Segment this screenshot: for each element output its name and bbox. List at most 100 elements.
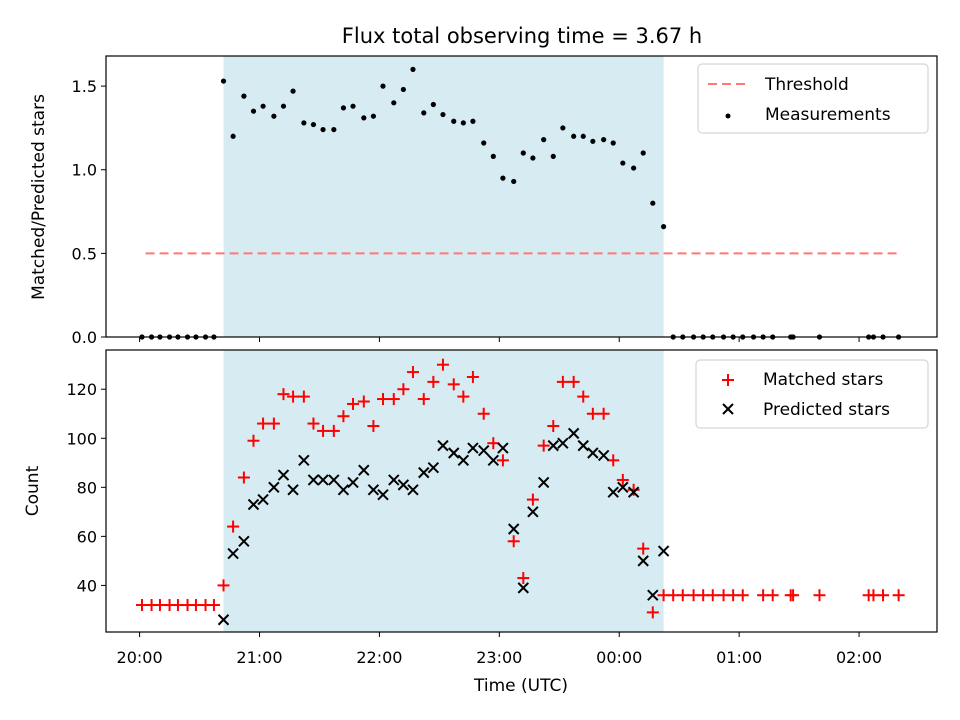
matched-star-point [607,454,620,467]
matched-star-point [787,589,800,602]
measurement-point [451,118,457,124]
measurement-point [350,103,356,109]
measurement-point [470,118,476,124]
top-legend-box [697,63,929,134]
measurement-point [400,86,406,93]
predicted-star-point [437,439,449,452]
matched-star-point [537,439,550,452]
top-shaded-region [223,56,664,337]
matched-star-point [267,417,280,430]
measurement-point [590,138,596,144]
predicted-star-point [527,506,539,518]
top-panel: 0.0 0.5 1.0 1.5 Matched/Predicted stars Thr… [29,55,938,347]
x-axis-label: Time (UTC) [473,676,568,696]
predicted-star-point [217,614,230,626]
measurement-point [220,78,227,84]
measurement-point [290,88,296,94]
matched-star-point [496,454,509,467]
bottom-panel: 40 60 80 100 120 20:00 21:00 22:00 23:00 00:00 01… [23,349,938,696]
measurement-point [520,150,526,156]
predicted-star-point [367,484,380,496]
predicted-star-point [418,466,430,479]
top-legend: Threshold Measurements [697,63,929,134]
measurement-point [430,101,436,108]
matched-stars-series [135,358,905,619]
top-y-tick-label: 0.5 [72,244,97,263]
bottom-y-tick-label: 100 [66,429,97,448]
legend-predicted-label: Predicted stars [763,400,890,420]
predicted-star-point [537,476,550,489]
top-y-axis-label: Matched/Predicted stars [29,94,49,300]
matched-star-point [477,407,490,420]
bottom-y-tick-label: 120 [66,380,97,399]
x-tick-label: 21:00 [236,648,282,667]
predicted-star-point [298,454,310,467]
predicted-star-point [287,484,299,496]
measurement-point [310,121,317,128]
measurement-point [631,165,637,171]
predicted-star-point [487,454,500,467]
predicted-star-point [467,442,479,454]
bottom-y-tick-label: 60 [77,527,97,546]
chart-title: Flux total observing time = 3.67 h [342,24,702,48]
predicted-star-point [328,474,340,486]
measurement-point [301,120,307,126]
matched-star-point [417,393,430,406]
predicted-stars-series [217,427,670,626]
measurement-point [391,100,397,106]
legend-threshold-label: Threshold [764,75,849,95]
predicted-star-point [238,535,250,547]
measurement-point [331,126,337,133]
matched-star-point [597,407,610,420]
matched-star-point [766,589,779,602]
predicted-star-point [597,449,610,462]
matched-star-point [297,390,310,403]
matched-star-point [377,393,389,406]
matched-star-point [457,390,470,403]
matched-star-point [517,572,530,585]
measurement-point [241,93,247,99]
predicted-star-point [557,437,569,449]
predicted-star-point [627,486,640,498]
predicted-star-point [317,474,329,486]
matched-star-point [813,589,826,602]
top-plot-frame [105,55,938,338]
matched-star-point [277,388,290,401]
measurement-point [620,160,626,166]
measurement-point [550,153,556,159]
predicted-star-point [457,454,470,467]
matched-star-point [237,471,250,484]
matched-star-point [436,358,449,371]
measurement-point [560,125,566,131]
measurement-point [370,113,377,119]
predicted-star-point [407,484,419,496]
measurement-point [481,140,487,146]
predicted-star-point [647,589,659,601]
matched-star-point [357,395,370,408]
matched-star-point [676,589,689,602]
matched-star-point [877,589,890,602]
predicted-star-point [607,486,619,498]
matched-star-point [577,390,590,403]
matched-star-point [736,589,749,602]
measurement-point [250,108,257,114]
legend-matched-swatch [722,374,734,386]
matched-star-point [646,606,659,619]
measurement-point [500,175,506,181]
measurement-point [280,103,287,109]
matched-star-point [207,599,220,612]
predicted-star-point [388,474,400,486]
measurement-point [571,133,577,139]
predicted-star-point [247,498,260,511]
measurement-point [440,111,446,118]
measurement-point [490,153,496,159]
matched-star-point [327,424,340,437]
measurement-point [361,115,367,121]
predicted-star-point [337,484,350,496]
matched-star-point [317,424,330,437]
matched-star-point [427,375,440,388]
predicted-star-point [497,442,509,454]
x-tick-label: 00:00 [596,648,642,667]
matched-star-point [387,393,400,406]
